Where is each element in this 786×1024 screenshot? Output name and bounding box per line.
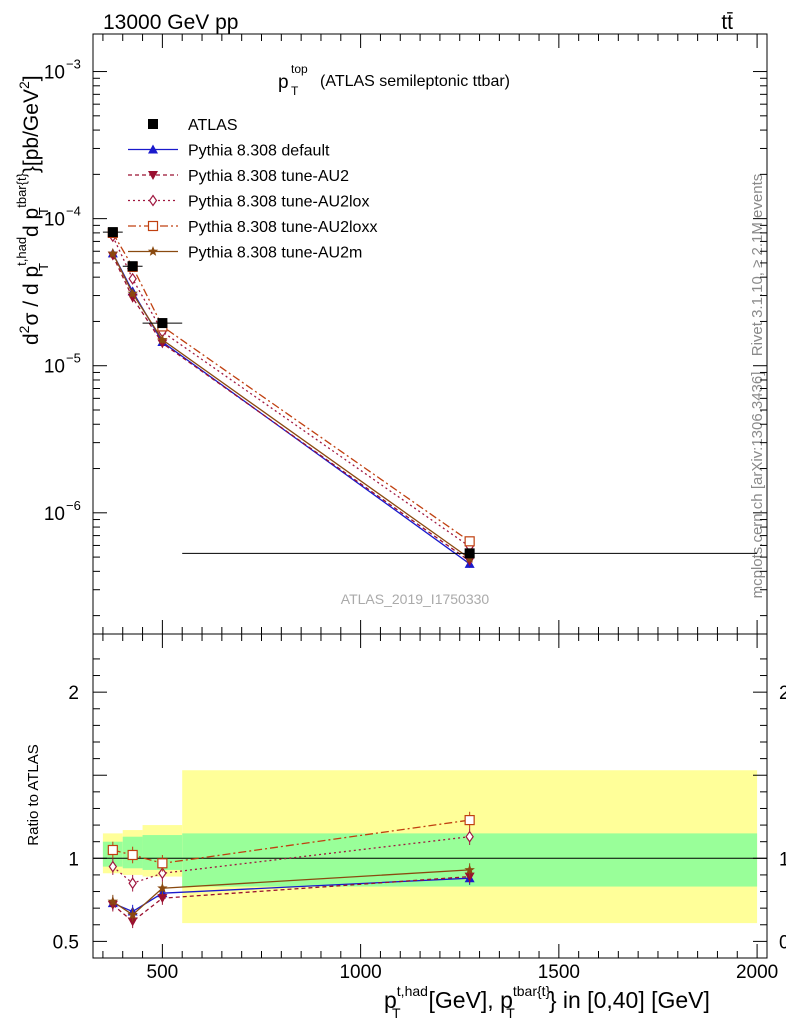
legend: ATLAS Pythia 8.308 default Pythia 8.308 tu… — [128, 117, 377, 262]
watermark: ATLAS_2019_I1750330 — [341, 591, 490, 607]
svg-text:T: T — [291, 84, 299, 98]
x-tick-label: 1000 — [339, 962, 381, 983]
legend-entry: Pythia 8.308 default — [128, 143, 330, 160]
ratio-y-tick-label: 1 — [68, 849, 79, 870]
legend-label: Pythia 8.308 tune-AU2loxx — [188, 219, 377, 236]
main-series-line — [112, 235, 470, 548]
ratio-series-line — [112, 875, 470, 923]
ratio-y-tick-label: 2 — [68, 683, 79, 704]
ratio-axis-ticks: 500 1000 1500 2000 0.5 0.5 1 1 2 2 — [53, 634, 786, 983]
atlas-point — [107, 227, 118, 238]
main-series-line — [112, 255, 470, 562]
main-y-tick-exponent: −4 — [66, 204, 81, 219]
main-y-tick-exponent: −3 — [66, 57, 81, 72]
legend-label: Pythia 8.308 tune-AU2 — [188, 168, 349, 185]
ratio-series-point — [108, 860, 118, 873]
legend-label: ATLAS — [188, 117, 238, 134]
ratio-series-point — [465, 830, 474, 843]
main-series-point — [157, 334, 168, 345]
legend-entry: Pythia 8.308 tune-AU2loxx — [128, 219, 377, 236]
x-tick-label: 2000 — [736, 962, 778, 983]
atlas-point — [157, 318, 168, 329]
ratio-series-point — [464, 814, 475, 826]
ratio-frame — [92, 633, 768, 959]
ratio-series-line — [112, 869, 470, 916]
ratio-series-point — [107, 896, 119, 906]
ratio-series-line — [112, 819, 470, 864]
ratio-series-point — [157, 894, 168, 904]
mcplots-label: mcplots.cern.ch [arXiv:1306.3436] — [749, 372, 766, 599]
ratio-y-tick-label: 0.5 — [53, 932, 79, 953]
main-series-line — [112, 253, 470, 559]
ratio-series-line — [112, 836, 470, 884]
legend-label: Pythia 8.308 default — [188, 143, 330, 160]
main-y-tick-label: 10 — [44, 504, 65, 525]
main-y-axis-label: d2σ / d pt,hadTd ptbar{t}T}[pb/GeV2] — [14, 75, 51, 345]
main-series-point — [464, 536, 475, 547]
main-y-tick-exponent: −5 — [66, 351, 81, 366]
main-series-point — [128, 272, 137, 285]
main-y-tick-exponent: −6 — [66, 498, 81, 513]
x-axis-label: pt,had T [GeV], ptbar{t} T} in [0,40] [GeV] — [384, 983, 710, 1021]
svg-text:p: p — [278, 72, 289, 93]
ratio-y-tick-label-right: 0.5 — [779, 932, 786, 953]
main-series-line — [112, 253, 470, 565]
ratio-series-point — [127, 849, 138, 861]
main-series-layer — [102, 227, 758, 568]
main-series-line — [112, 232, 470, 542]
ratio-y-axis-label: Ratio to ATLAS — [25, 744, 42, 845]
ratio-series-point — [107, 844, 118, 856]
ratio-series-point — [158, 867, 167, 880]
ratio-series-point — [127, 909, 138, 920]
ratio-bands — [93, 770, 767, 924]
svg-text:top: top — [291, 62, 308, 76]
ratio-series-point — [127, 917, 138, 927]
legend-marker — [148, 171, 158, 180]
ratio-series-point — [128, 877, 137, 890]
main-y-tick-label: 10 — [44, 357, 65, 378]
ratio-series-point — [157, 882, 168, 893]
process-label: tt̄ — [721, 11, 733, 34]
legend-entry: Pythia 8.308 tune-AU2m — [128, 245, 362, 262]
atlas-point — [464, 548, 475, 559]
legend-label: Pythia 8.308 tune-AU2lox — [188, 194, 369, 211]
legend-entry: Pythia 8.308 tune-AU2lox — [128, 194, 369, 211]
energy-label: 13000 GeV pp — [103, 11, 238, 34]
ratio-series-point — [464, 864, 475, 875]
ratio-series-point — [464, 872, 475, 882]
ratio-y-tick-label-right: 2 — [779, 683, 786, 704]
legend-marker — [147, 246, 159, 256]
rivet-label: Rivet 3.1.10, ≥ 2.1M events — [749, 174, 766, 357]
ratio-series-layer — [107, 811, 475, 929]
ratio-series-point — [157, 858, 168, 869]
legend-marker — [148, 144, 158, 154]
main-y-tick-label: 10 — [44, 63, 65, 84]
main-panel: 10−310−410−510−6 — [44, 33, 768, 635]
main-series-point — [127, 288, 138, 298]
atlas-point — [127, 261, 138, 272]
legend-entry: Pythia 8.308 tune-AU2 — [128, 168, 349, 185]
x-tick-label: 500 — [147, 962, 179, 983]
svg-text:(ATLAS semileptonic ttbar): (ATLAS semileptonic ttbar) — [320, 73, 510, 90]
legend-marker — [148, 194, 158, 207]
svg-text:d2σ / d pt,hadTd ptbar{t}T}[pb: d2σ / d pt,hadTd ptbar{t}T}[pb/GeV2] — [14, 75, 51, 345]
plot-title: p top T (ATLAS semileptonic ttbar) — [278, 62, 510, 98]
main-series-point — [107, 247, 119, 258]
ratio-panel: 500 1000 1500 2000 0.5 0.5 1 1 2 2 — [53, 633, 786, 983]
legend-marker-atlas — [148, 119, 158, 129]
main-y-tick-label: 10 — [44, 210, 65, 231]
legend-label: Pythia 8.308 tune-AU2m — [188, 245, 362, 262]
legend-entry: ATLAS — [148, 117, 238, 134]
x-tick-label: 1500 — [538, 962, 580, 983]
svg-text:pt,hadT[GeV], ptbar{t}T} in [0: pt,had T [GeV], ptbar{t} T} in [0,40] [GeV] — [384, 983, 710, 1021]
legend-marker — [147, 220, 159, 232]
main-axis-ticks: 10−310−410−510−6 — [44, 34, 767, 634]
ratio-y-tick-label-right: 1 — [779, 849, 786, 870]
